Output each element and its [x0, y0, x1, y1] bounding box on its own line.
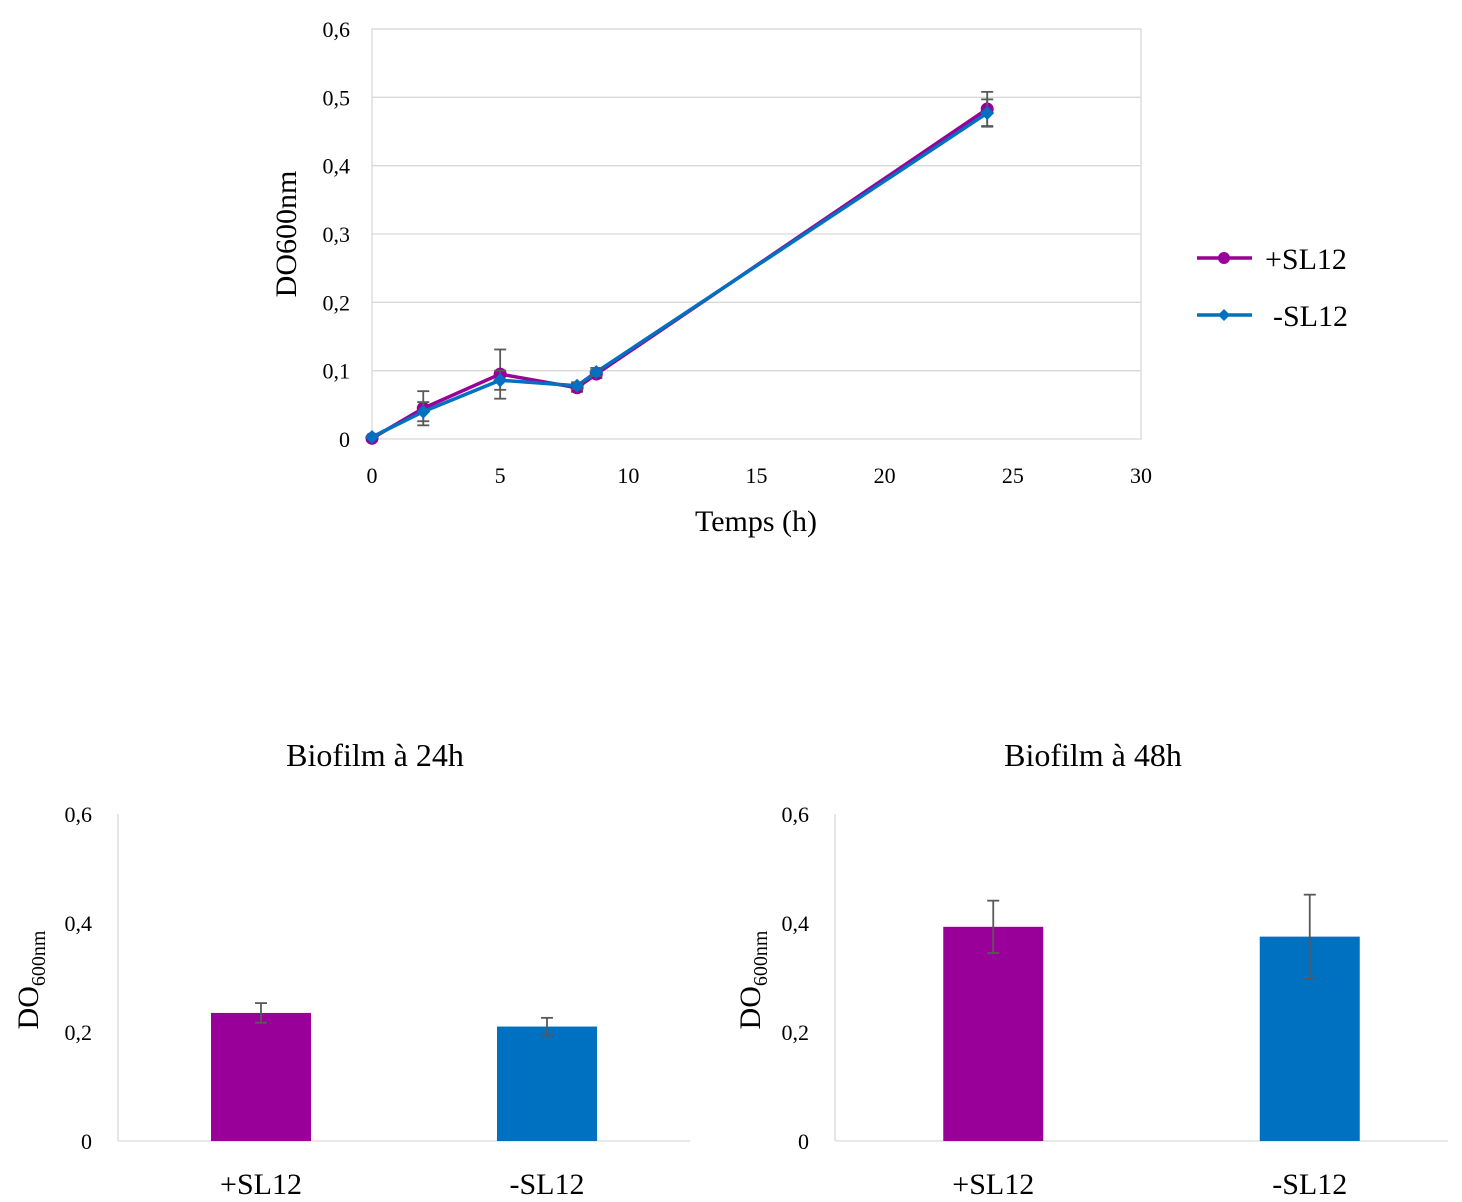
- line-chart-y-tick-label: 0,2: [323, 290, 351, 315]
- line-chart-x-tick-labels: 0 5 10 15 20 25 30: [367, 463, 1153, 488]
- series-line-plus-sl12: [371, 107, 989, 440]
- biofilm-24h-bar-chart: Biofilm à 24h 0 0,2 0,4 0,6 +SL12 -SL12 DO60…: [12, 737, 690, 1201]
- biofilm-24h-y-axis-title-main: DO: [12, 986, 45, 1029]
- series-plus-sl12: [365, 90, 994, 445]
- biofilm-24h-category-label: -SL12: [510, 1168, 585, 1201]
- line-chart-legend: +SL12 -SL12: [1197, 243, 1348, 333]
- biofilm-24h-y-axis-title-subscript: 600nm: [28, 930, 50, 986]
- legend-marker-plus-sl12: [1218, 252, 1230, 264]
- data-point-minus-sl12: [589, 365, 604, 380]
- biofilm-24h-category-label: +SL12: [220, 1168, 302, 1201]
- line-chart-gridlines: [372, 28, 1141, 372]
- biofilm-24h-y-tick-label: 0,2: [65, 1020, 93, 1045]
- data-point-minus-sl12: [365, 429, 379, 444]
- legend-label-minus-sl12: -SL12: [1273, 300, 1348, 333]
- biofilm-48h-y-axis-title: DO600nm: [734, 930, 772, 1029]
- line-chart-series: [365, 90, 995, 445]
- biofilm-24h-y-tick-label: 0,4: [65, 911, 93, 936]
- line-chart-y-axis-title: DO600nm: [270, 171, 303, 298]
- biofilm-24h-chart-title: Biofilm à 24h: [286, 737, 464, 773]
- line-chart-x-tick-label: 10: [617, 463, 639, 488]
- legend-label-plus-sl12: +SL12: [1265, 243, 1347, 276]
- line-chart-x-tick-label: 15: [746, 463, 768, 488]
- line-chart-y-tick-label: 0: [339, 427, 350, 452]
- biofilm-24h-bar-minus-sl12: [497, 1026, 597, 1141]
- biofilm-48h-bar-plus-sl12: [943, 926, 1044, 1141]
- biofilm-48h-y-axis-title-main: DO: [734, 986, 767, 1029]
- growth-line-chart: 0 0,1 0,2 0,3 0,4 0,5 0,6 0 5 10 15 20 25 30 Temps (…: [270, 17, 1348, 538]
- data-point-minus-sl12: [980, 106, 995, 121]
- series-line-minus-sl12: [371, 111, 989, 439]
- biofilm-24h-y-tick-label: 0: [81, 1129, 92, 1154]
- line-chart-x-tick-label: 20: [874, 463, 896, 488]
- line-chart-plot-frame: [371, 28, 1142, 440]
- biofilm-24h-bar-plus-sl12: [211, 1012, 311, 1141]
- data-point-minus-sl12: [570, 378, 585, 393]
- biofilm-48h-category-label: +SL12: [952, 1168, 1034, 1201]
- line-chart-x-axis-title: Temps (h): [695, 505, 817, 538]
- biofilm-24h-y-axis-title: DO600nm: [12, 930, 50, 1029]
- legend-marker-minus-sl12: [1218, 309, 1230, 321]
- biofilm-48h-y-tick-label: 0,4: [782, 911, 810, 936]
- biofilm-24h-error-bar-minus-sl12: [541, 1016, 553, 1037]
- biofilm-24h-y-tick-label: 0,6: [65, 802, 93, 827]
- series-minus-sl12: [365, 98, 995, 444]
- line-chart-y-tick-label: 0,4: [323, 154, 351, 179]
- biofilm-24h-bars: [211, 1002, 597, 1141]
- biofilm-48h-error-bar-minus-sl12: [1303, 893, 1316, 980]
- biofilm-48h-y-tick-labels: 0 0,2 0,4 0,6: [782, 802, 810, 1154]
- line-chart-y-tick-label: 0,1: [323, 359, 351, 384]
- biofilm-48h-bars: [943, 893, 1360, 1141]
- biofilm-48h-bar-chart: Biofilm à 48h 0 0,2 0,4 0,6 +SL12 -SL12 DO60…: [734, 737, 1448, 1201]
- line-chart-x-tick-label: 30: [1130, 463, 1152, 488]
- biofilm-48h-y-axis-title-subscript: 600nm: [750, 930, 772, 986]
- biofilm-48h-error-bar-plus-sl12: [987, 899, 1000, 954]
- biofilm-48h-category-label: -SL12: [1272, 1168, 1347, 1201]
- biofilm-24h-error-bar-plus-sl12: [255, 1002, 267, 1024]
- biofilm-48h-y-tick-label: 0,6: [782, 802, 810, 827]
- data-point-minus-sl12: [416, 404, 431, 419]
- biofilm-24h-y-tick-labels: 0 0,2 0,4 0,6: [65, 802, 93, 1154]
- legend-entry-plus-sl12: +SL12: [1197, 243, 1347, 276]
- biofilm-48h-y-tick-label: 0,2: [782, 1020, 810, 1045]
- biofilm-48h-y-tick-label: 0: [798, 1129, 809, 1154]
- biofilm-48h-chart-title: Biofilm à 48h: [1004, 737, 1182, 773]
- line-chart-y-tick-label: 0,5: [323, 85, 351, 110]
- line-chart-x-tick-label: 25: [1002, 463, 1024, 488]
- biofilm-48h-category-labels: +SL12 -SL12: [952, 1168, 1347, 1201]
- line-chart-y-tick-label: 0,3: [323, 222, 351, 247]
- data-point-minus-sl12: [493, 373, 508, 388]
- legend-entry-minus-sl12: -SL12: [1197, 300, 1348, 333]
- line-chart-x-tick-label: 5: [495, 463, 506, 488]
- line-chart-y-tick-label: 0,6: [323, 17, 351, 42]
- line-chart-x-tick-label: 0: [367, 463, 378, 488]
- biofilm-24h-category-labels: +SL12 -SL12: [220, 1168, 584, 1201]
- line-chart-y-tick-labels: 0 0,1 0,2 0,3 0,4 0,5 0,6: [323, 17, 351, 452]
